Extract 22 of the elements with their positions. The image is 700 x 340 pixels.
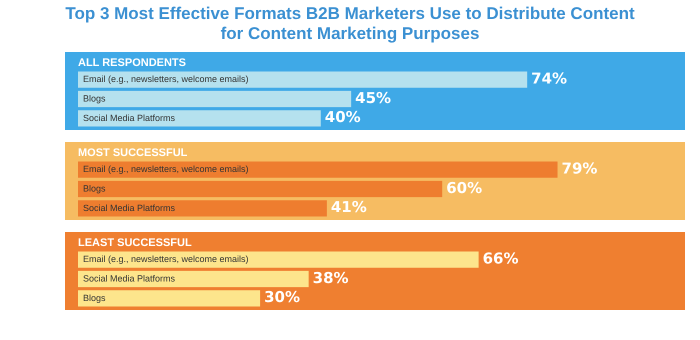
chart-subtitle: MOST SUCCESSFUL bbox=[78, 146, 188, 160]
category-label: Blogs bbox=[83, 183, 106, 194]
category-label: Blogs bbox=[83, 292, 106, 303]
category-label: Email (e.g., newsletters, welcome emails) bbox=[83, 164, 249, 174]
category-label: Social Media Platforms bbox=[83, 202, 176, 213]
data-label: 45% bbox=[355, 88, 392, 107]
data-label: 66% bbox=[482, 250, 519, 268]
category-label: Social Media Platforms bbox=[83, 112, 176, 123]
data-label: 38% bbox=[312, 268, 349, 287]
data-label: 40% bbox=[324, 108, 361, 126]
data-label: 30% bbox=[264, 288, 300, 306]
category-label: Social Media Platforms bbox=[83, 273, 176, 284]
chart-title: Top 3 Most Effective Formats B2B Marketers Use to Distribute Content for Content Marketing Purposes bbox=[64, 4, 636, 44]
data-label: 74% bbox=[531, 70, 568, 88]
data-label: 60% bbox=[446, 178, 482, 197]
chart-subtitle: LEAST SUCCESSFUL bbox=[78, 236, 193, 250]
chart-subtitle: ALL RESPONDENTS bbox=[78, 56, 187, 70]
data-label: 41% bbox=[330, 198, 367, 216]
category-label: Blogs bbox=[83, 93, 106, 104]
category-label: Email (e.g., newsletters, welcome emails) bbox=[83, 254, 249, 264]
data-label: 79% bbox=[562, 160, 598, 178]
category-label: Email (e.g., newsletters, welcome emails) bbox=[83, 74, 249, 84]
